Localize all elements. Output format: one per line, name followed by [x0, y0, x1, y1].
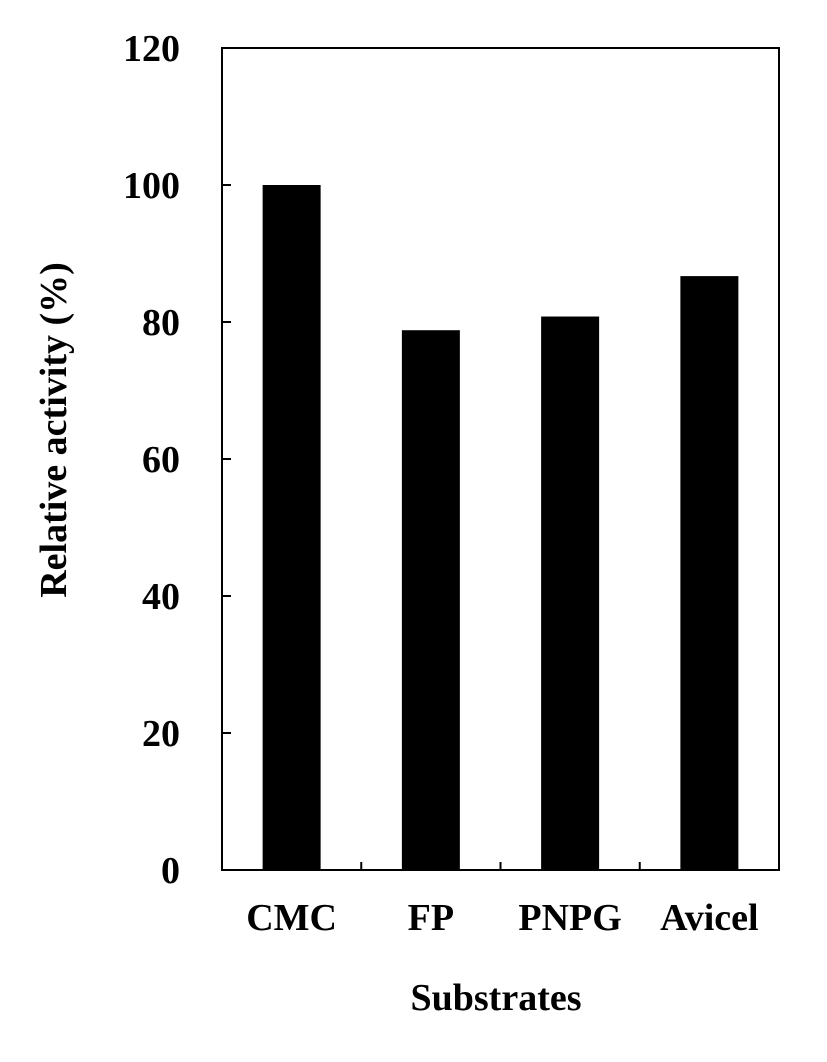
y-tick-label: 80	[142, 302, 180, 344]
bar-avicel	[680, 276, 739, 871]
x-tick-label: CMC	[246, 897, 337, 939]
y-tick-label: 120	[123, 28, 180, 70]
y-tick-label: 40	[142, 576, 180, 618]
x-tick-label: Avicel	[660, 897, 758, 939]
y-tick-label: 0	[161, 850, 180, 892]
y-tick-labels: 0 20 40 60 80 100 120	[123, 28, 180, 892]
bar-fp	[401, 330, 460, 871]
y-axis-label: Relative activity (%)	[33, 262, 75, 598]
bars	[262, 185, 739, 871]
y-tick-label: 20	[142, 713, 180, 755]
x-tick-labels: CMC FP PNPG Avicel	[246, 897, 758, 939]
y-tick-label: 60	[142, 439, 180, 481]
bar-cmc	[262, 185, 321, 870]
x-tick-label: FP	[408, 897, 454, 939]
bar-pnpg	[541, 316, 600, 870]
y-axis-ticks	[222, 47, 231, 871]
x-axis-ticks	[360, 862, 641, 870]
x-axis-label: Substrates	[410, 977, 581, 1019]
y-tick-label: 100	[123, 165, 180, 207]
x-tick-label: PNPG	[518, 897, 621, 939]
